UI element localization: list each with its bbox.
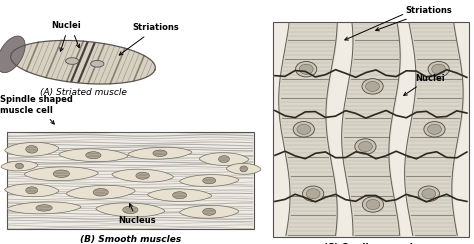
Ellipse shape	[362, 79, 383, 94]
Ellipse shape	[299, 64, 313, 74]
Polygon shape	[180, 205, 239, 218]
Polygon shape	[96, 203, 165, 217]
Ellipse shape	[173, 192, 187, 199]
Ellipse shape	[123, 206, 138, 214]
Ellipse shape	[136, 172, 149, 179]
Polygon shape	[180, 175, 239, 186]
Ellipse shape	[362, 197, 383, 212]
Ellipse shape	[93, 189, 109, 196]
Ellipse shape	[26, 187, 38, 194]
Ellipse shape	[26, 146, 38, 153]
Ellipse shape	[203, 208, 216, 215]
Text: (A) Striated muscle: (A) Striated muscle	[39, 88, 127, 97]
Polygon shape	[227, 163, 261, 174]
Ellipse shape	[15, 163, 24, 169]
Polygon shape	[200, 153, 249, 165]
Polygon shape	[128, 147, 192, 159]
Text: Striations: Striations	[376, 6, 452, 31]
Ellipse shape	[432, 64, 446, 74]
Ellipse shape	[91, 61, 104, 67]
Ellipse shape	[293, 122, 314, 137]
Text: Striations: Striations	[119, 23, 180, 55]
Ellipse shape	[422, 189, 436, 199]
Ellipse shape	[297, 124, 311, 134]
Ellipse shape	[428, 124, 441, 134]
Ellipse shape	[302, 186, 324, 202]
Ellipse shape	[366, 199, 380, 210]
Polygon shape	[147, 189, 211, 202]
Polygon shape	[59, 149, 128, 162]
Ellipse shape	[53, 170, 70, 177]
Polygon shape	[5, 142, 59, 156]
Ellipse shape	[355, 139, 376, 154]
Polygon shape	[1, 161, 38, 171]
Text: Nuclei: Nuclei	[404, 73, 445, 95]
Ellipse shape	[153, 150, 167, 156]
Text: (B) Smooth muscles: (B) Smooth muscles	[80, 235, 181, 244]
Polygon shape	[5, 184, 59, 197]
Ellipse shape	[240, 166, 247, 172]
Ellipse shape	[358, 142, 373, 152]
Ellipse shape	[36, 205, 52, 211]
Ellipse shape	[0, 36, 25, 73]
Polygon shape	[10, 41, 155, 84]
Text: Nuclei: Nuclei	[52, 21, 81, 30]
Ellipse shape	[219, 156, 229, 163]
Ellipse shape	[365, 81, 380, 92]
Polygon shape	[66, 185, 135, 199]
Ellipse shape	[424, 122, 445, 137]
Text: Nucleus: Nucleus	[118, 203, 156, 225]
Polygon shape	[112, 169, 173, 182]
Text: Spindle shaped
muscle cell: Spindle shaped muscle cell	[0, 95, 73, 124]
FancyBboxPatch shape	[273, 22, 469, 237]
Polygon shape	[7, 202, 81, 214]
Polygon shape	[24, 167, 98, 181]
FancyBboxPatch shape	[7, 132, 254, 229]
Ellipse shape	[418, 186, 439, 202]
Ellipse shape	[65, 58, 79, 64]
Ellipse shape	[203, 177, 216, 184]
Ellipse shape	[306, 189, 320, 199]
Ellipse shape	[296, 61, 317, 77]
Ellipse shape	[428, 61, 449, 77]
Text: (C) Cardiac muscle: (C) Cardiac muscle	[323, 243, 419, 244]
Ellipse shape	[86, 152, 101, 159]
